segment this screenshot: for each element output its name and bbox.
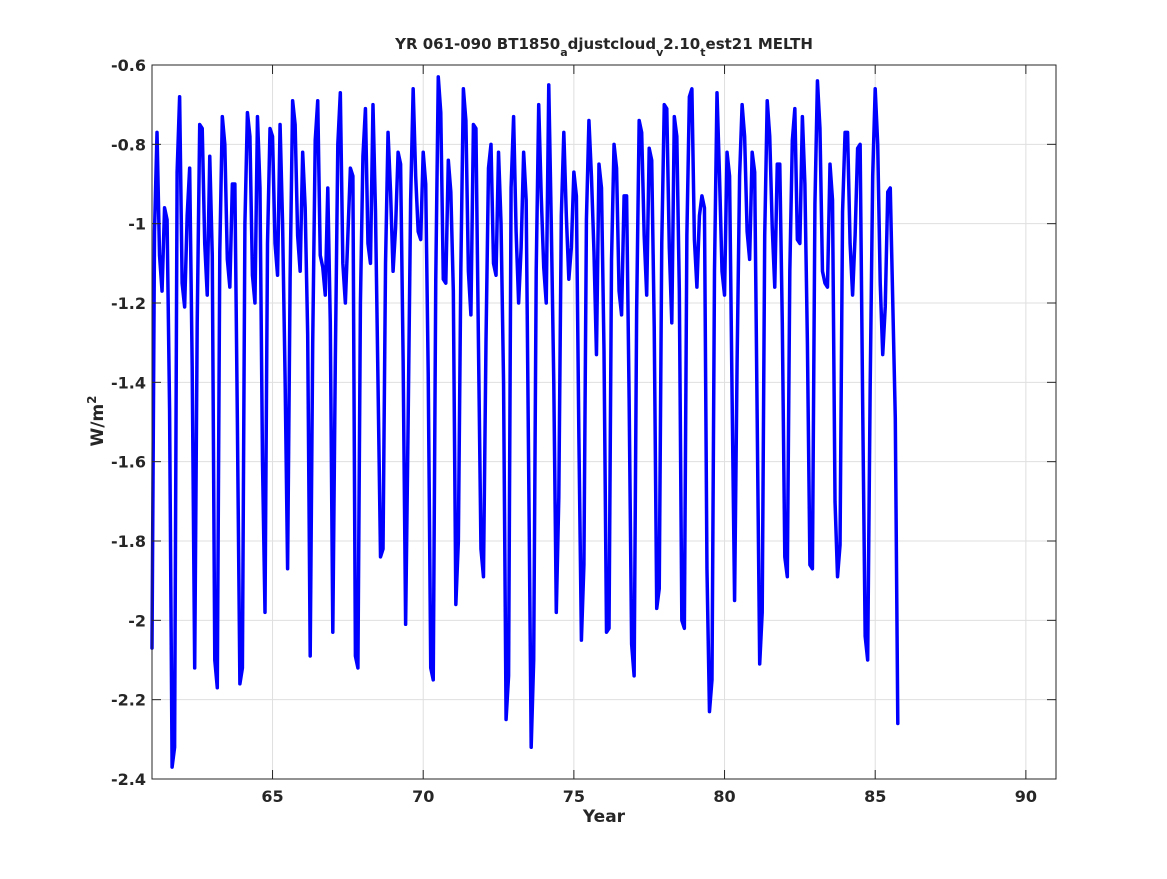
y-tick-label: -1 xyxy=(128,215,146,234)
x-tick-label: 80 xyxy=(713,787,735,806)
y-tick-label: -0.8 xyxy=(111,135,146,154)
x-axis-label: Year xyxy=(582,807,626,827)
y-axis-label: W/m2 xyxy=(85,395,108,446)
x-tick-label: 75 xyxy=(563,787,585,806)
y-tick-label: -2.2 xyxy=(111,691,146,710)
y-tick-label: -1.4 xyxy=(111,373,146,392)
series-line xyxy=(150,75,900,769)
series-layer xyxy=(150,75,900,769)
plot-area-frame xyxy=(151,64,1057,780)
x-tick-label: 70 xyxy=(412,787,434,806)
axis-ticks: 65 70 75 80 85 90 -2.4 -2.2 -2 -1.8 -1.6 -1.4 -1.2 -1… xyxy=(111,56,1056,806)
x-tick-label: 85 xyxy=(864,787,886,806)
y-tick-label: -1.6 xyxy=(111,453,146,472)
chart-title: YR 061-090 BT1850adjustcloudv2.10test21 … xyxy=(394,35,813,59)
x-tick-label: 90 xyxy=(1015,787,1037,806)
y-tick-label: -1.2 xyxy=(111,294,146,313)
x-tick-label: 65 xyxy=(261,787,283,806)
y-tick-label: -2.4 xyxy=(111,770,146,789)
y-tick-label: -0.6 xyxy=(111,56,146,75)
y-tick-label: -2 xyxy=(128,611,146,630)
y-tick-label: -1.8 xyxy=(111,532,146,551)
